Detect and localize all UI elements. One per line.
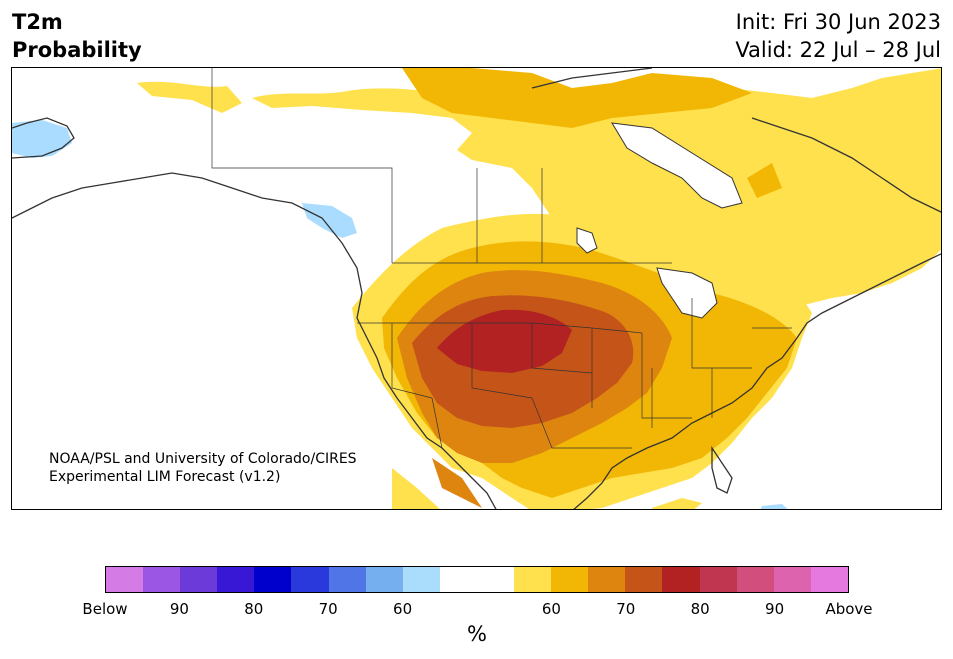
coastline	[12, 68, 941, 509]
lakes	[576, 122, 743, 319]
map-title: T2m Probability	[12, 8, 142, 64]
colorbar-segment	[699, 567, 737, 592]
dark-red-region	[437, 309, 572, 373]
colorbar-tick-label: Above	[825, 600, 873, 618]
colorbar-tick-label: 90	[169, 600, 189, 618]
colorbar-segment	[143, 567, 181, 592]
colorbar-segment	[254, 567, 292, 592]
colorbar-segment	[291, 567, 329, 592]
colorbar-segment	[773, 567, 811, 592]
colorbar-unit: %	[467, 622, 487, 646]
probability-map	[11, 67, 942, 510]
colorbar-tick-label: 80	[244, 600, 264, 618]
colorbar-segment	[217, 567, 255, 592]
colorbar-tick-label: 90	[765, 600, 785, 618]
colorbar-segment	[106, 567, 144, 592]
colorbar-segment	[736, 567, 774, 592]
valid-date: Valid: 22 Jul – 28 Jul	[735, 38, 941, 62]
colorbar-segment	[402, 567, 440, 592]
colorbar-segment	[514, 567, 552, 592]
colorbar-segment	[328, 567, 366, 592]
colorbar-tick-label: 80	[690, 600, 710, 618]
colorbar-segment	[476, 567, 515, 592]
colorbar-segment	[588, 567, 626, 592]
colorbar	[105, 566, 849, 593]
forecast-dates: Init: Fri 30 Jun 2023 Valid: 22 Jul – 28…	[735, 8, 941, 64]
map-svg	[12, 68, 941, 509]
title-line-1: T2m	[12, 10, 63, 34]
colorbar-segment	[662, 567, 700, 592]
colorbar-tick-label: 60	[393, 600, 413, 618]
colorbar-segment	[551, 567, 589, 592]
colorbar-segment	[365, 567, 403, 592]
colorbar-tick-label: Below	[82, 600, 128, 618]
credit-line-2: Experimental LIM Forecast (v1.2)	[49, 469, 281, 485]
credit-line-1: NOAA/PSL and University of Colorado/CIRE…	[49, 451, 357, 467]
colorbar-segment	[439, 567, 477, 592]
state-borders	[211, 68, 792, 449]
colorbar-tick-label: 70	[318, 600, 338, 618]
credit-text: NOAA/PSL and University of Colorado/CIRE…	[49, 450, 357, 486]
init-date: Init: Fri 30 Jun 2023	[735, 10, 941, 34]
title-line-2: Probability	[12, 38, 142, 62]
colorbar-segment	[625, 567, 663, 592]
colorbar-segment	[180, 567, 218, 592]
colorbar-tick-label: 70	[616, 600, 636, 618]
colorbar-segment	[810, 567, 848, 592]
light-blue-region	[12, 120, 788, 509]
colorbar-tick-label: 60	[541, 600, 561, 618]
